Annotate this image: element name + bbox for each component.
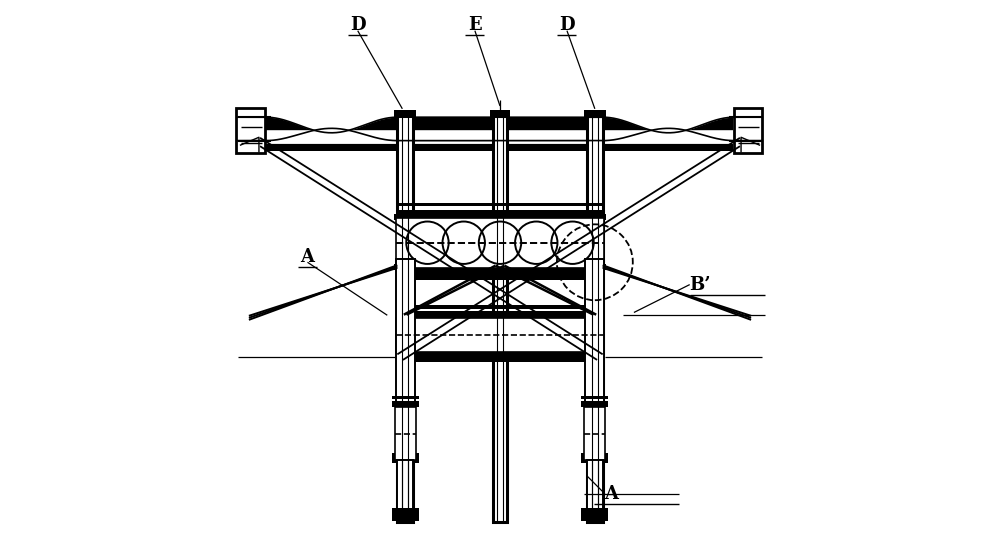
Bar (395, 407, 416, 460)
Bar (585, 259, 604, 402)
Bar (396, 203, 604, 206)
Bar (581, 459, 608, 463)
Bar (490, 264, 510, 270)
Bar (584, 264, 606, 270)
Bar (238, 141, 762, 151)
Bar (396, 276, 604, 280)
Bar (581, 396, 608, 399)
Bar (396, 305, 604, 309)
Bar (396, 259, 415, 402)
Text: D: D (350, 16, 366, 34)
Bar (396, 318, 604, 352)
Bar (392, 396, 419, 399)
Bar (587, 114, 603, 522)
Bar (493, 114, 507, 522)
Text: E: E (468, 16, 482, 34)
Bar (490, 110, 510, 117)
Bar (584, 407, 605, 460)
Text: A: A (605, 485, 619, 503)
Bar (584, 214, 606, 220)
Bar (394, 264, 416, 270)
Bar (395, 407, 416, 460)
Bar (587, 460, 603, 513)
Bar (397, 460, 413, 513)
Bar (396, 268, 604, 276)
Bar (392, 508, 419, 512)
Bar (392, 401, 419, 407)
Bar (392, 453, 419, 459)
Bar (396, 318, 604, 352)
Bar (581, 453, 608, 459)
Bar (394, 110, 416, 117)
Bar (392, 512, 419, 521)
Bar (396, 210, 604, 218)
Bar (490, 214, 510, 220)
Bar (734, 108, 762, 153)
Bar (584, 110, 606, 117)
Bar (398, 516, 406, 521)
Bar (585, 259, 604, 402)
Bar (394, 214, 416, 220)
Bar (397, 114, 413, 522)
Bar (581, 508, 608, 512)
Bar (396, 358, 604, 362)
Bar (238, 129, 762, 141)
Bar (397, 114, 413, 522)
Bar (397, 460, 413, 513)
Bar (396, 218, 604, 268)
Bar (236, 108, 265, 153)
Bar (587, 114, 603, 522)
Bar (406, 516, 414, 521)
Text: B’: B’ (689, 276, 711, 294)
Bar (396, 311, 604, 318)
Bar (587, 460, 603, 513)
Bar (581, 401, 608, 407)
Text: A: A (300, 248, 314, 266)
Bar (581, 512, 608, 521)
Text: D: D (559, 16, 575, 34)
Bar (238, 129, 762, 141)
Bar (396, 352, 604, 358)
Bar (733, 108, 765, 153)
Bar (596, 516, 604, 521)
Bar (396, 259, 415, 402)
Bar (588, 516, 596, 521)
Bar (493, 114, 507, 522)
Bar (396, 218, 604, 268)
Bar (238, 117, 762, 129)
Bar (392, 459, 419, 463)
Bar (235, 108, 265, 153)
Bar (584, 407, 605, 460)
